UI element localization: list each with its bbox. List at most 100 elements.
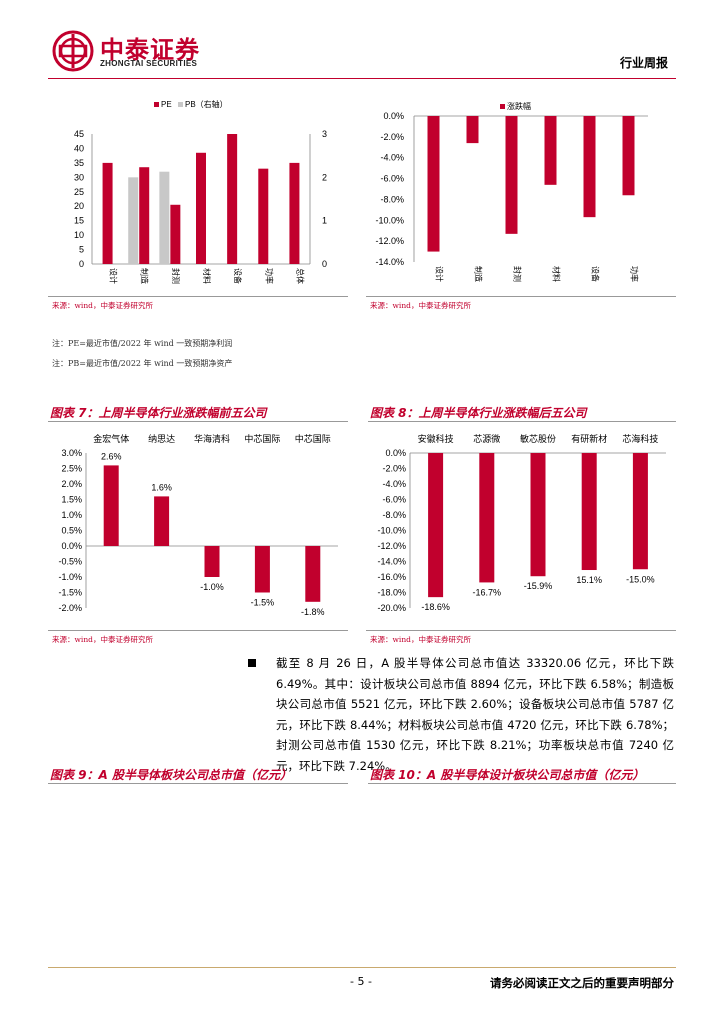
x-tick-label: 封测 bbox=[171, 268, 181, 284]
change-bar bbox=[427, 116, 440, 252]
figure-8-title: 图表 8：上周半导体行业涨跌幅后五公司 bbox=[368, 404, 676, 422]
y-tick-label: 0.0% bbox=[61, 541, 82, 551]
category-label: 有研新材 bbox=[571, 433, 607, 444]
data-label: 2.6% bbox=[101, 451, 122, 461]
category-label: 中芯国际 bbox=[295, 433, 331, 444]
y-tick-label: -10.0% bbox=[375, 215, 404, 225]
change-bar bbox=[583, 116, 596, 218]
y-tick-label: -8.0% bbox=[380, 194, 404, 204]
stock-bar bbox=[254, 546, 270, 593]
x-tick-label: 材料 bbox=[552, 266, 562, 282]
x-tick-label: 功率 bbox=[630, 266, 640, 282]
data-label: -18.6% bbox=[421, 602, 450, 612]
bullet-icon bbox=[248, 659, 256, 667]
y-tick-label: 0.0% bbox=[385, 448, 406, 458]
x-tick-label: 功率 bbox=[264, 268, 274, 284]
y-tick-label: 2.5% bbox=[61, 464, 82, 474]
y-tick-label: -2.0% bbox=[58, 603, 82, 613]
data-label: 1.6% bbox=[151, 482, 172, 492]
legend-swatch bbox=[154, 102, 159, 107]
y-tick-label: 15 bbox=[74, 216, 84, 226]
y-tick-label: 25 bbox=[74, 187, 84, 197]
source-divider bbox=[366, 630, 676, 631]
pe-bar bbox=[258, 168, 269, 264]
y-tick-label: 40 bbox=[74, 143, 84, 153]
source-divider bbox=[48, 296, 348, 297]
y-tick-label: -12.0% bbox=[377, 541, 406, 551]
y-tick-label: 0 bbox=[79, 259, 84, 269]
data-label: -16.7% bbox=[473, 587, 502, 597]
x-tick-label: 设计 bbox=[109, 268, 119, 284]
stock-bar bbox=[632, 453, 648, 570]
note-pb: 注：PB=最近市值/2022 年 wind 一致预期净资产 bbox=[52, 359, 233, 368]
source-divider bbox=[366, 296, 676, 297]
data-label: -1.8% bbox=[301, 607, 325, 617]
market-cap-paragraph: 截至 8 月 26 日，A 股半导体公司总市值达 33320.06 亿元，环比下… bbox=[254, 653, 674, 776]
y-tick-label: 0.0% bbox=[383, 111, 404, 121]
category-label: 华海清科 bbox=[194, 433, 230, 444]
change-bar bbox=[505, 116, 518, 234]
legend-swatch bbox=[178, 102, 183, 107]
category-label: 敏芯股份 bbox=[520, 433, 556, 444]
footer-divider bbox=[48, 967, 676, 968]
pb-bar bbox=[159, 171, 170, 264]
y-tick-label: 5 bbox=[79, 245, 84, 255]
legend-label: 涨跌幅 bbox=[507, 101, 531, 111]
category-label: 芯海科技 bbox=[622, 433, 658, 444]
source-divider bbox=[48, 630, 348, 631]
data-label: -1.0% bbox=[200, 582, 224, 592]
y2-tick-label: 1 bbox=[322, 216, 327, 226]
y-tick-label: -1.5% bbox=[58, 588, 82, 598]
y-tick-label: -6.0% bbox=[380, 174, 404, 184]
pe-bar bbox=[170, 204, 181, 264]
x-tick-label: 制造 bbox=[474, 266, 484, 282]
stock-bar bbox=[154, 496, 170, 546]
stock-bar bbox=[204, 546, 220, 577]
legend-label: PE bbox=[161, 100, 172, 109]
x-tick-label: 制造 bbox=[140, 268, 150, 284]
report-type: 行业周报 bbox=[619, 56, 668, 70]
top-five-chart: 3.0% 2.5% 2.0% 1.5% 1.0% 0.5% 0.0% -0.5% -1.0% -1… bbox=[48, 428, 348, 628]
figure-9-title: 图表 9：A 股半导体板块公司总市值（亿元） bbox=[48, 766, 348, 784]
note-pe: 注：PE=最近市值/2022 年 wind 一致预期净利润 bbox=[52, 339, 233, 348]
y-tick-label: -14.0% bbox=[375, 257, 404, 267]
change-bar bbox=[622, 116, 635, 196]
change-bar bbox=[544, 116, 557, 185]
y-tick-label: -20.0% bbox=[377, 603, 406, 613]
y-tick-label: -6.0% bbox=[382, 495, 406, 505]
x-tick-label: 设备 bbox=[591, 266, 601, 282]
stock-bar bbox=[581, 453, 597, 571]
y-tick-label: 0.5% bbox=[61, 526, 82, 536]
pe-bar bbox=[102, 162, 113, 264]
y-tick-label: -14.0% bbox=[377, 557, 406, 567]
figure-7-title: 图表 7：上周半导体行业涨跌幅前五公司 bbox=[48, 404, 348, 422]
pe-bar bbox=[227, 134, 238, 264]
y2-tick-label: 0 bbox=[322, 259, 327, 269]
header-divider bbox=[48, 78, 676, 79]
y-tick-label: 30 bbox=[74, 172, 84, 182]
x-tick-label: 总体 bbox=[295, 268, 305, 284]
page-number: - 5 - bbox=[350, 975, 372, 988]
chart-source: 来源：wind，中泰证券研究所 bbox=[370, 635, 471, 644]
y-tick-label: 3.0% bbox=[61, 448, 82, 458]
stock-bar bbox=[428, 453, 444, 598]
pe-pb-chart: PE PB（右轴） 0 5 10 15 20 25 30 35 40 45 0 1 2 3 设计 制造 封测 材料 设备… bbox=[48, 92, 348, 292]
figure-10-title: 图表 10：A 股半导体设计板块公司总市值（亿元） bbox=[368, 766, 676, 784]
y-tick-label: -4.0% bbox=[380, 153, 404, 163]
category-label: 纳思达 bbox=[148, 433, 175, 444]
y-tick-label: 45 bbox=[74, 129, 84, 139]
pe-bar bbox=[289, 162, 300, 264]
stock-bar bbox=[479, 453, 495, 583]
category-label: 安徽科技 bbox=[418, 433, 454, 444]
y-tick-label: -2.0% bbox=[380, 132, 404, 142]
y-tick-label: -12.0% bbox=[375, 236, 404, 246]
data-label: -15.0% bbox=[626, 574, 655, 584]
x-tick-label: 封测 bbox=[513, 266, 523, 282]
category-label: 中芯国际 bbox=[244, 433, 280, 444]
disclaimer: 请务必阅读正文之后的重要声明部分 bbox=[490, 976, 674, 990]
data-label: 15.1% bbox=[576, 575, 602, 585]
y-tick-label: -1.0% bbox=[58, 572, 82, 582]
y-tick-label: -18.0% bbox=[377, 588, 406, 598]
legend-swatch bbox=[500, 104, 505, 109]
x-tick-label: 设备 bbox=[233, 268, 243, 284]
